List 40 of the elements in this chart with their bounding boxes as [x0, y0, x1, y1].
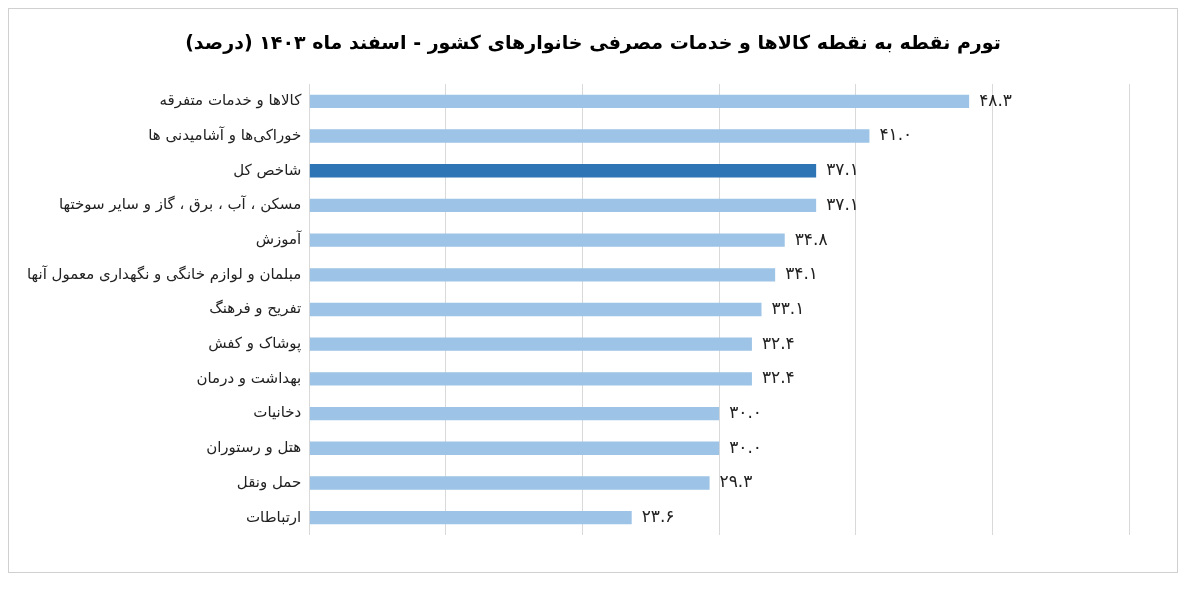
y-tick-label: خوراکی‌ها و آشامیدنی ها: [148, 125, 302, 144]
bar: [309, 268, 776, 282]
data-label: ۳۷.۱: [826, 159, 859, 180]
bar: [309, 129, 870, 143]
bar: [309, 476, 710, 490]
bar: [309, 164, 817, 178]
bar: [309, 441, 720, 455]
y-tick-label: ارتباطات: [245, 507, 302, 526]
data-label: ۲۹.۳: [719, 471, 753, 492]
y-tick-label: هتل و رستوران: [206, 438, 302, 457]
data-label: ۳۰.۰: [729, 436, 762, 457]
y-tick-label: بهداشت و درمان: [196, 368, 302, 387]
y-tick-label: پوشاک و کفش: [208, 334, 302, 354]
data-label: ۲۳.۶: [641, 506, 675, 527]
y-tick-label: مبلمان و لوازم خانگی و نگهداری معمول آنها: [26, 264, 302, 283]
y-tick-label: مسکن ، آب ، برق ، گاز و سایر سوختها: [58, 195, 302, 214]
bar: [309, 510, 632, 525]
bar: [309, 198, 817, 213]
bar: [309, 406, 720, 421]
data-label: ۳۷.۱: [826, 193, 859, 214]
data-label: ۳۲.۴: [761, 367, 795, 388]
y-tick-label: کالاها و خدمات متفرقه: [159, 91, 303, 110]
bar: [309, 302, 762, 317]
y-tick-label: دخانیات: [253, 403, 302, 422]
data-label: ۴۸.۳: [979, 89, 1012, 110]
data-label: ۳۳.۱: [771, 297, 805, 318]
chart-title: تورم نقطه به نقطه کالاها و خدمات مصرفی خانوارهای کشور - اسفند ماه ۱۴۰۳ (درصد): [184, 30, 1002, 56]
data-label: ۳۲.۴: [761, 332, 795, 353]
bar: [309, 94, 970, 109]
data-label: ۳۰.۰: [729, 402, 762, 422]
data-label: ۴۱.۰: [879, 124, 913, 145]
data-label: ۳۴.۸: [794, 228, 828, 249]
bar: [309, 337, 752, 351]
y-tick-label: تفریح و فرهنگ: [209, 299, 302, 318]
bar: [309, 372, 752, 386]
y-tick-label: شاخص کل: [233, 160, 302, 179]
bar: [309, 233, 785, 247]
y-tick-label: آموزش: [255, 230, 303, 249]
data-label: ۳۴.۱: [785, 263, 818, 284]
y-tick-label: حمل ونقل: [236, 472, 302, 491]
